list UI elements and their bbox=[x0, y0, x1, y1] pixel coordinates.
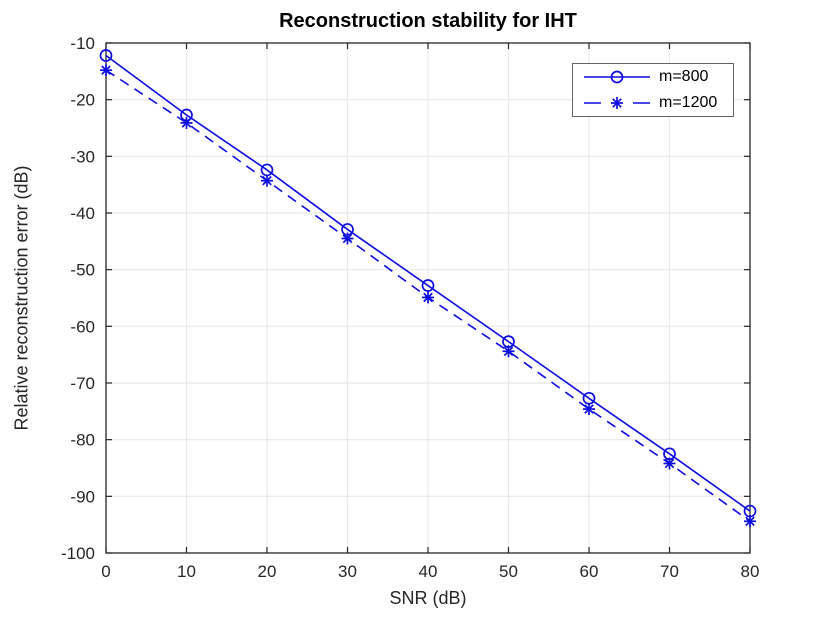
x-tick-label: 70 bbox=[660, 562, 679, 581]
asterisk-arm bbox=[342, 233, 353, 244]
data-point-marker-asterisk bbox=[100, 64, 112, 77]
x-tick-label: 60 bbox=[580, 562, 599, 581]
y-tick-label: -40 bbox=[70, 204, 95, 223]
legend-label-m800: m=800 bbox=[659, 68, 709, 86]
data-point-marker-asterisk bbox=[261, 174, 273, 187]
x-axis-label: SNR (dB) bbox=[389, 588, 467, 608]
legend-line-solid-circle-icon bbox=[584, 70, 650, 84]
data-point-marker-asterisk bbox=[744, 515, 756, 528]
y-tick-label: -60 bbox=[70, 317, 95, 336]
asterisk-arm bbox=[181, 118, 192, 128]
y-tick-label: -70 bbox=[70, 374, 95, 393]
legend-item-m800: m=800 bbox=[573, 65, 733, 89]
series-line-m800 bbox=[105, 54, 751, 512]
chart-title: Reconstruction stability for IHT bbox=[279, 10, 577, 32]
data-point-marker-asterisk bbox=[611, 96, 623, 109]
asterisk-arm bbox=[503, 346, 514, 357]
asterisk-arm bbox=[262, 175, 272, 186]
asterisk-arm bbox=[745, 516, 755, 527]
legend-line-dashed-asterisk-icon bbox=[584, 96, 650, 109]
x-tick-label: 20 bbox=[258, 562, 277, 581]
legend-item-m1200: m=1200 bbox=[573, 91, 733, 115]
x-tick-label: 30 bbox=[338, 562, 357, 581]
y-tick-label: -80 bbox=[70, 431, 95, 450]
data-point-marker-asterisk bbox=[341, 232, 354, 245]
data-point-marker-asterisk bbox=[422, 291, 434, 304]
y-tick-label: -20 bbox=[70, 91, 95, 110]
y-tick-label: -10 bbox=[70, 34, 95, 53]
asterisk-arm bbox=[584, 404, 594, 414]
asterisk-arm bbox=[423, 292, 433, 303]
data-point-marker-circle bbox=[99, 49, 113, 62]
asterisk-arm bbox=[101, 65, 111, 76]
data-point-marker-asterisk bbox=[180, 116, 193, 129]
asterisk-arm bbox=[612, 97, 622, 108]
legend: m=800 m=1200 bbox=[572, 63, 734, 117]
y-tick-label: -90 bbox=[70, 487, 95, 506]
data-point-marker-asterisk bbox=[663, 457, 676, 470]
data-point-marker-asterisk bbox=[583, 403, 595, 416]
y-tick-label: -30 bbox=[70, 147, 95, 166]
data-point-marker-circle bbox=[421, 279, 435, 292]
y-tick-label: -100 bbox=[61, 544, 95, 563]
legend-label-m1200: m=1200 bbox=[659, 93, 718, 111]
y-tick-label: -50 bbox=[70, 261, 95, 280]
x-tick-label: 0 bbox=[101, 562, 110, 581]
x-tick-label: 50 bbox=[499, 562, 518, 581]
data-point-marker-circle bbox=[610, 70, 624, 84]
asterisk-arm bbox=[664, 458, 675, 469]
x-tick-label: 40 bbox=[419, 562, 438, 581]
x-tick-label: 10 bbox=[177, 562, 196, 581]
x-tick-label: 80 bbox=[741, 562, 760, 581]
data-point-marker-asterisk bbox=[502, 345, 515, 358]
